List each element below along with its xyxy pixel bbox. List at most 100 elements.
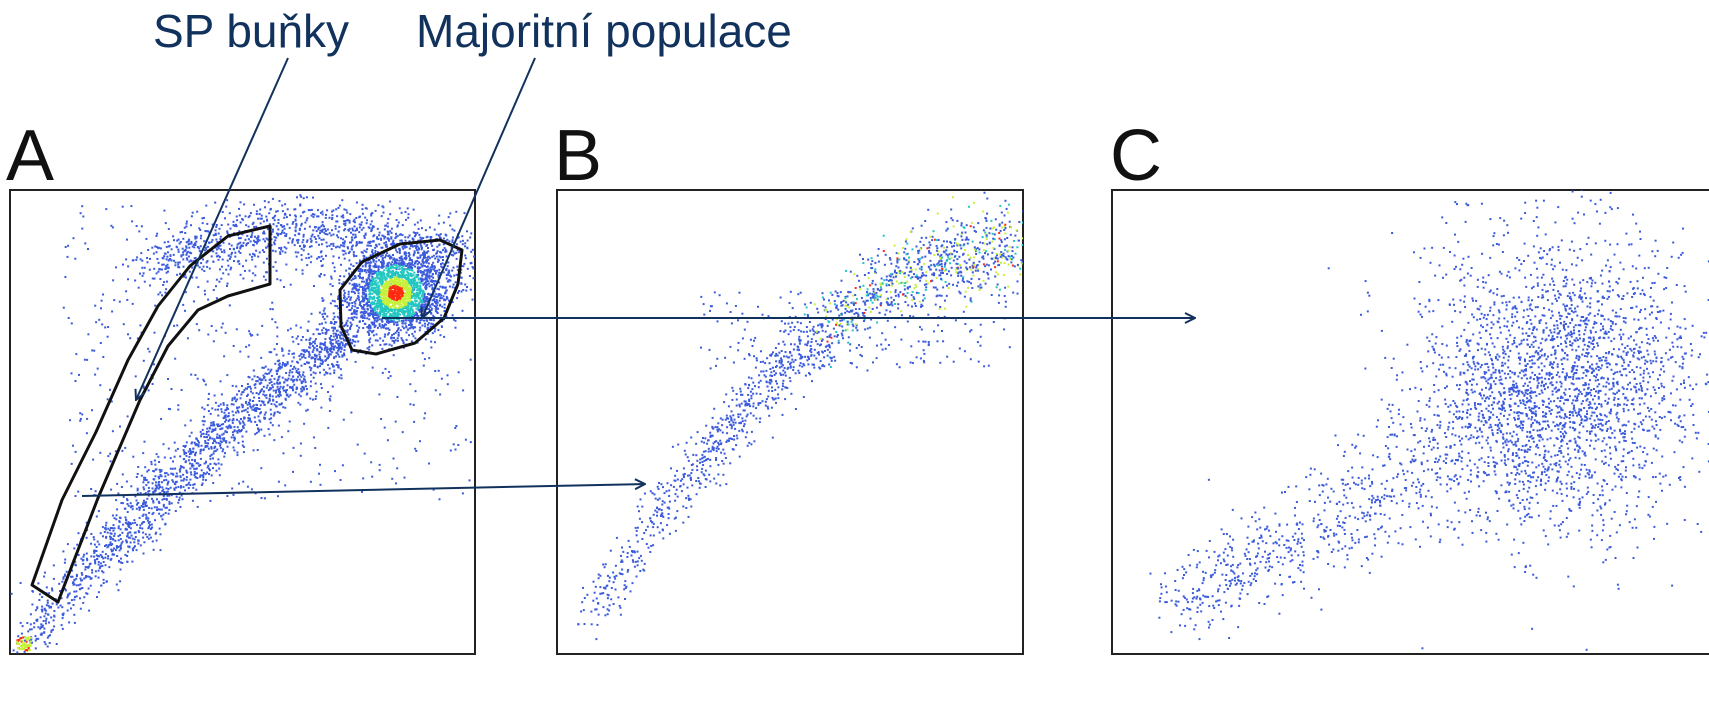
scatter-point bbox=[224, 409, 226, 411]
scatter-point bbox=[101, 300, 103, 302]
scatter-point bbox=[248, 216, 250, 218]
scatter-point bbox=[195, 489, 197, 491]
scatter-point bbox=[319, 351, 321, 353]
scatter-point bbox=[417, 252, 419, 254]
scatter-point bbox=[247, 411, 249, 413]
scatter-point bbox=[359, 223, 361, 225]
scatter-point bbox=[233, 494, 235, 496]
scatter-point bbox=[396, 303, 398, 305]
scatter-point bbox=[122, 473, 124, 475]
scatter-point bbox=[185, 470, 187, 472]
scatter-point bbox=[222, 438, 224, 440]
scatter-point bbox=[208, 398, 210, 400]
scatter-point bbox=[439, 394, 441, 396]
scatter-point bbox=[44, 572, 46, 574]
scatter-point bbox=[64, 562, 66, 564]
scatter-point bbox=[266, 397, 268, 399]
scatter-point bbox=[231, 399, 233, 401]
scatter-point bbox=[390, 267, 392, 269]
scatter-point bbox=[186, 257, 188, 259]
scatter-point bbox=[249, 400, 251, 402]
scatter-point bbox=[302, 336, 304, 338]
scatter-point bbox=[142, 481, 144, 483]
scatter-point bbox=[445, 249, 447, 251]
scatter-point bbox=[382, 205, 384, 207]
scatter-point bbox=[113, 299, 115, 301]
scatter-point bbox=[44, 608, 46, 610]
scatter-point bbox=[243, 410, 245, 412]
scatter-point bbox=[320, 407, 322, 409]
scatter-point bbox=[122, 502, 124, 504]
scatter-point bbox=[280, 403, 282, 405]
scatter-point bbox=[185, 461, 187, 463]
scatter-point bbox=[195, 437, 197, 439]
scatter-point bbox=[374, 283, 376, 285]
scatter-point bbox=[81, 413, 83, 415]
scatter-point bbox=[84, 242, 86, 244]
scatter-point bbox=[353, 251, 355, 253]
scatter-point bbox=[255, 410, 257, 412]
scatter-point bbox=[302, 273, 304, 275]
scatter-point bbox=[348, 317, 350, 319]
scatter-point bbox=[220, 447, 222, 449]
scatter-point bbox=[252, 223, 254, 225]
scatter-point bbox=[503, 249, 505, 251]
scatter-point bbox=[186, 247, 188, 249]
scatter-point bbox=[88, 588, 90, 590]
scatter-point bbox=[240, 394, 242, 396]
scatter-point bbox=[196, 323, 198, 325]
scatter-point bbox=[427, 293, 429, 295]
scatter-point bbox=[319, 346, 321, 348]
scatter-point bbox=[372, 252, 374, 254]
scatter-point bbox=[472, 249, 474, 251]
scatter-point bbox=[273, 439, 275, 441]
scatter-point bbox=[154, 245, 156, 247]
scatter-point bbox=[265, 216, 267, 218]
scatter-point bbox=[225, 440, 227, 442]
scatter-point bbox=[173, 239, 175, 241]
scatter-point bbox=[349, 213, 351, 215]
scatter-point bbox=[321, 313, 323, 315]
scatter-point bbox=[268, 201, 270, 203]
scatter-point bbox=[62, 617, 64, 619]
scatter-point bbox=[261, 215, 263, 217]
scatter-point bbox=[382, 372, 384, 374]
scatter-point bbox=[428, 463, 430, 465]
scatter-point bbox=[206, 428, 208, 430]
scatter-point bbox=[81, 574, 83, 576]
scatter-point bbox=[426, 262, 428, 264]
scatter-point bbox=[392, 243, 394, 245]
scatter-point bbox=[234, 256, 236, 258]
scatter-point bbox=[274, 363, 276, 365]
scatter-point bbox=[80, 608, 82, 610]
scatter-point bbox=[338, 257, 340, 259]
scatter-point bbox=[144, 466, 146, 468]
scatter-point bbox=[378, 393, 380, 395]
scatter-point bbox=[356, 310, 358, 312]
scatter-point bbox=[35, 635, 37, 637]
scatter-point bbox=[326, 329, 328, 331]
scatter-point bbox=[190, 252, 192, 254]
scatter-point bbox=[338, 207, 340, 209]
scatter-point bbox=[127, 333, 129, 335]
scatter-point bbox=[115, 518, 117, 520]
scatter-point bbox=[214, 234, 216, 236]
scatter-point bbox=[383, 238, 385, 240]
scatter-point bbox=[432, 280, 434, 282]
scatter-point bbox=[431, 264, 433, 266]
scatter-point bbox=[321, 243, 323, 245]
scatter-point bbox=[282, 387, 284, 389]
scatter-point bbox=[258, 415, 260, 417]
scatter-point bbox=[83, 554, 85, 556]
scatter-point bbox=[309, 226, 311, 228]
scatter-point bbox=[187, 241, 189, 243]
scatter-point bbox=[436, 252, 438, 254]
scatter-point bbox=[175, 476, 177, 478]
scatter-point bbox=[338, 367, 340, 369]
scatter-point bbox=[414, 448, 416, 450]
scatter-point bbox=[418, 307, 420, 309]
scatter-point bbox=[106, 580, 108, 582]
scatter-point bbox=[453, 284, 455, 286]
scatter-point bbox=[397, 337, 399, 339]
scatter-point bbox=[333, 234, 335, 236]
